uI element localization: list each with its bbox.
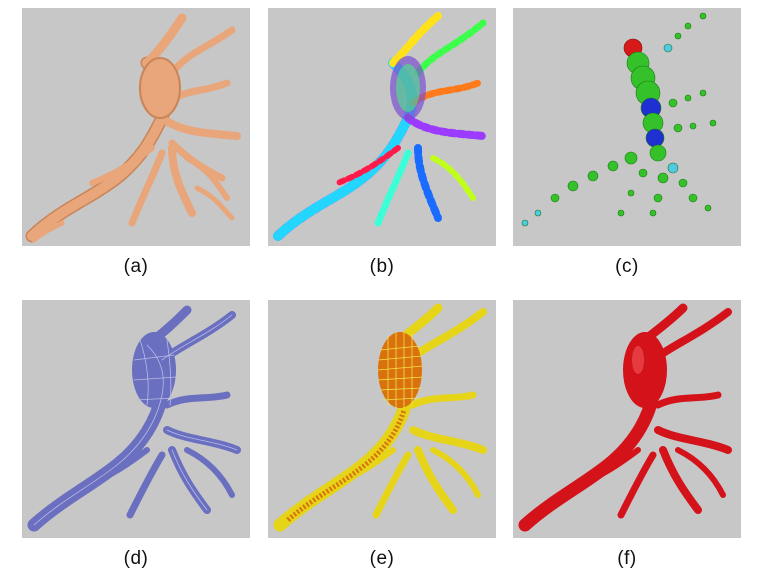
caption-e: (e) xyxy=(369,548,395,569)
panel-d-quad-mesh xyxy=(22,300,250,538)
caption-b: (b) xyxy=(369,256,395,277)
caption-a: (a) xyxy=(123,256,149,277)
vessel-quad-mesh-purple xyxy=(27,305,241,532)
vessel-smooth-red xyxy=(518,303,732,532)
vessel-sphere-centerline xyxy=(521,12,717,227)
caption-c: (c) xyxy=(615,256,639,277)
panel-f-smooth-surface xyxy=(513,300,741,538)
caption-d: (d) xyxy=(123,548,149,569)
panel-b-colored-segments xyxy=(268,8,496,246)
vessel-surface-peach xyxy=(25,13,241,243)
panel-e-mesh-overlay xyxy=(268,300,496,538)
vessel-mesh-yellow-orange xyxy=(273,303,487,532)
panel-a-surface-model xyxy=(22,8,250,246)
panel-c-sphere-skeleton xyxy=(513,8,741,246)
caption-f: (f) xyxy=(617,548,637,569)
vessel-segmented-multicolor xyxy=(273,12,487,241)
